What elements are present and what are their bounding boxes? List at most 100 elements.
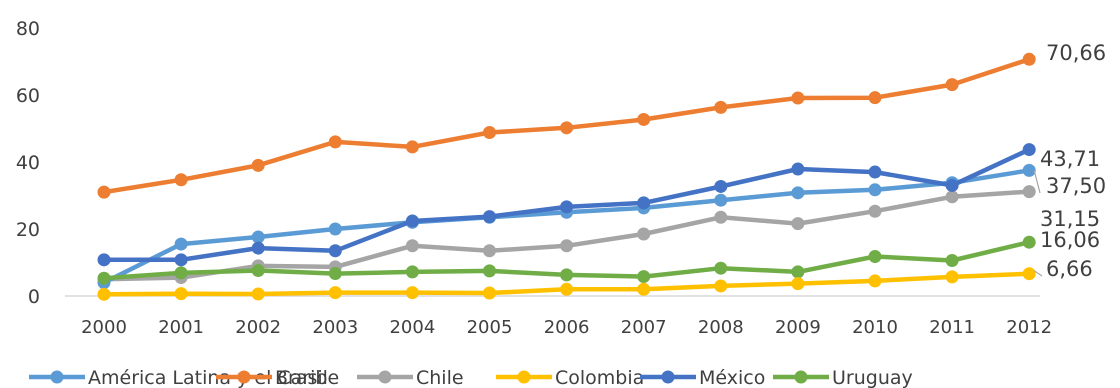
data-point	[868, 183, 882, 197]
data-point	[868, 274, 882, 288]
data-point	[791, 162, 805, 176]
y-tick-label: 60	[16, 85, 40, 107]
data-point	[560, 268, 574, 282]
series-layer	[97, 52, 1036, 301]
series-uruguay	[97, 235, 1036, 285]
x-tick-label: 2000	[81, 317, 127, 338]
data-point	[483, 126, 496, 140]
data-point	[945, 190, 959, 204]
data-point	[174, 266, 188, 280]
data-point	[791, 277, 805, 291]
legend-swatch-marker	[50, 370, 64, 384]
series-brasil	[97, 52, 1036, 199]
data-point	[637, 112, 651, 126]
end-value-label: 70,66	[1046, 41, 1106, 65]
data-point	[945, 178, 959, 192]
end-value-label: 43,71	[1040, 147, 1100, 171]
data-point	[174, 287, 188, 301]
series-line	[101, 168, 1032, 285]
data-point	[483, 286, 496, 300]
legend-swatch-marker	[661, 370, 675, 384]
legend-item: Colombia	[496, 367, 644, 388]
data-point	[560, 200, 574, 214]
data-point	[868, 204, 882, 218]
data-point	[791, 186, 805, 200]
legend-item: América Latina y el Caribe	[29, 367, 339, 388]
y-tick-label: 20	[16, 219, 40, 241]
x-tick-label: 2002	[235, 317, 281, 338]
x-tick-label: 2005	[467, 317, 513, 338]
data-point	[251, 287, 265, 301]
data-point	[97, 287, 111, 301]
legend-item: Brasil	[216, 367, 328, 388]
data-point	[791, 265, 805, 279]
end-value-label: 16,06	[1040, 228, 1100, 252]
legend-label: México	[699, 367, 765, 388]
data-point	[1022, 143, 1036, 157]
series-m-xico	[97, 143, 1036, 267]
x-tick-label: 2003	[312, 317, 358, 338]
data-point	[560, 121, 574, 135]
y-axis-ticks: 0 20 40 60 80	[16, 18, 40, 308]
data-point	[714, 179, 728, 193]
data-point	[1022, 163, 1036, 177]
data-point	[945, 270, 959, 284]
data-point	[405, 239, 419, 253]
x-tick-label: 2009	[775, 317, 821, 338]
legend-item: Uruguay	[773, 367, 913, 388]
legend-swatch-marker	[794, 370, 808, 384]
data-point	[251, 158, 265, 172]
data-labels: 37,50 70,66 31,15 6,66 43,71 16,06	[1033, 41, 1106, 281]
data-point	[1022, 267, 1036, 281]
data-point	[791, 217, 805, 231]
data-point	[1022, 185, 1036, 199]
x-tick-label: 2010	[852, 317, 898, 338]
data-point	[483, 264, 496, 278]
data-point	[405, 140, 419, 154]
legend-label: Colombia	[555, 367, 644, 388]
data-point	[560, 239, 574, 253]
data-point	[1022, 52, 1036, 66]
data-point	[637, 227, 651, 241]
data-point	[174, 237, 188, 251]
legend-swatch-marker	[378, 370, 392, 384]
data-point	[714, 261, 728, 275]
data-point	[251, 241, 265, 255]
data-point	[328, 267, 342, 281]
data-point	[945, 78, 959, 92]
data-point	[637, 196, 651, 210]
x-tick-label: 2001	[158, 317, 204, 338]
data-point	[405, 214, 419, 228]
data-point	[97, 185, 111, 199]
data-point	[328, 286, 342, 300]
data-point	[328, 222, 342, 236]
x-tick-label: 2008	[698, 317, 744, 338]
x-tick-label: 2012	[1006, 317, 1052, 338]
leader-line	[1033, 270, 1043, 277]
legend-swatch-marker	[517, 370, 531, 384]
y-tick-label: 40	[16, 152, 40, 174]
data-point	[560, 282, 574, 296]
data-point	[791, 91, 805, 105]
data-point	[637, 270, 651, 284]
data-point	[405, 286, 419, 300]
data-point	[714, 210, 728, 224]
legend-label: Uruguay	[832, 367, 913, 388]
legend-item: México	[640, 367, 765, 388]
data-point	[714, 279, 728, 293]
series-colombia	[97, 267, 1036, 301]
data-point	[483, 210, 496, 224]
y-tick-label: 80	[16, 18, 40, 40]
data-point	[174, 253, 188, 267]
legend-label: Brasil	[275, 367, 328, 388]
end-value-label: 37,50	[1046, 174, 1106, 198]
leader-line	[1033, 170, 1041, 194]
end-value-label: 31,15	[1040, 207, 1100, 231]
data-point	[405, 265, 419, 279]
data-point	[483, 244, 496, 258]
data-point	[328, 244, 342, 258]
data-point	[97, 253, 111, 267]
data-point	[328, 135, 342, 149]
